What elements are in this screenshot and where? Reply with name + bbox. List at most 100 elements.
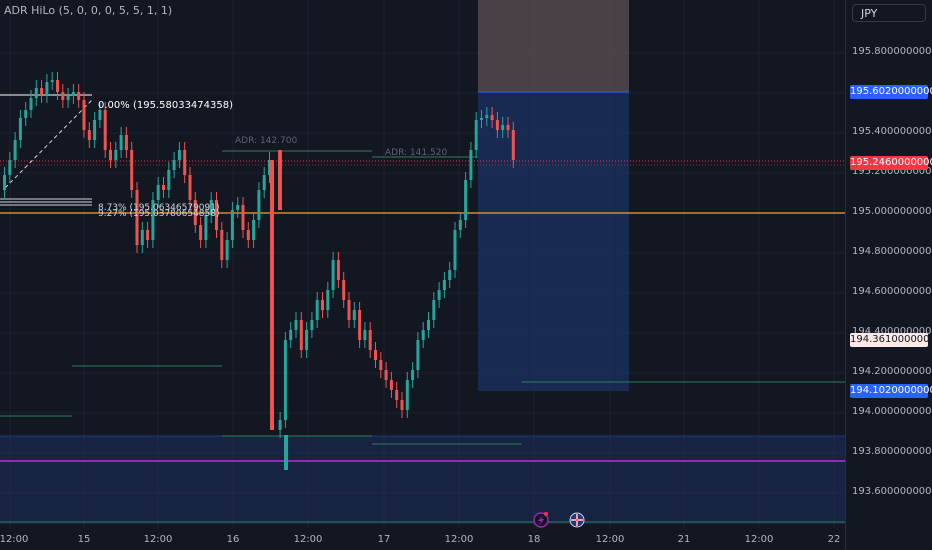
time-label: 12:00 [0, 534, 29, 545]
candle-body [183, 150, 187, 175]
candle-body [331, 260, 335, 290]
candle-body [363, 330, 367, 340]
candle-body [40, 88, 44, 95]
candlestick-series [3, 72, 515, 470]
candle-body [56, 80, 59, 92]
candle-body [421, 330, 425, 340]
candle-body [236, 205, 240, 210]
price-tick: 194.80000000000 [852, 246, 932, 257]
candle-body [400, 400, 404, 410]
position-target-zone[interactable] [478, 0, 629, 92]
candle-body [8, 160, 12, 175]
price-tick: 194.20000000000 [852, 366, 932, 377]
candle-body [209, 200, 213, 215]
candle-body [13, 140, 17, 160]
candle-body [162, 185, 165, 190]
candle-body [374, 350, 377, 360]
candle-body [268, 160, 271, 175]
candle-body [82, 100, 86, 130]
candle-body [87, 130, 91, 140]
price-tick: 195.00000000000 [852, 206, 932, 217]
price-tick: 195.80000000000 [852, 46, 932, 57]
time-label: 22 [827, 534, 841, 545]
candle-body [379, 360, 383, 370]
price-axis[interactable] [845, 0, 932, 550]
candle-body [193, 200, 197, 225]
candle-body [506, 125, 510, 130]
candle-body [442, 280, 446, 290]
candle-body [257, 190, 261, 220]
candle-body [432, 300, 436, 320]
candle-body [342, 280, 346, 300]
candle-body [321, 300, 324, 310]
candle-body [93, 120, 97, 140]
candle-body [50, 80, 54, 82]
candle-body [294, 320, 298, 330]
candle-body [336, 260, 340, 280]
price-tick: 193.60000000000 [852, 486, 932, 497]
candle-body [326, 290, 330, 310]
candle-body [140, 230, 144, 245]
candle-body [495, 120, 499, 130]
candle-body [3, 175, 6, 190]
candle-body [474, 120, 478, 150]
indicator-title[interactable]: ADR HiLo (5, 0, 0, 0, 5, 5, 1, 1) [4, 4, 173, 17]
candle-body [204, 215, 208, 240]
candle-body [114, 150, 118, 160]
candle-body [151, 200, 155, 240]
candle-body [405, 380, 409, 410]
price-tick: 193.80000000000 [852, 446, 932, 457]
candle-body [241, 205, 245, 230]
fib-a-label: 8.73% (195.06346579091) [98, 203, 220, 213]
candle-body [103, 110, 107, 150]
candle-body [384, 370, 388, 380]
candle-body [485, 115, 489, 118]
candle-body [220, 230, 224, 260]
candle-body [77, 92, 81, 100]
candle-body [315, 300, 319, 320]
candle-body [130, 150, 134, 190]
candle-body [66, 96, 70, 100]
price-tick: 195.20000000000 [852, 166, 932, 177]
candle-body [252, 220, 256, 240]
adr-label-2: ADR: 141.520 [385, 148, 447, 158]
uk-flag-event-icon[interactable] [569, 512, 585, 528]
currency-selector[interactable]: JPY [852, 4, 926, 22]
lightning-event-icon[interactable] [533, 512, 549, 528]
candle-body [98, 110, 102, 120]
candle-body [448, 270, 452, 280]
candle-body [18, 118, 22, 140]
candle-body [34, 88, 38, 98]
candle-body [289, 330, 293, 340]
candle-body [177, 150, 181, 160]
candle-body [278, 420, 282, 430]
candle-body [270, 160, 274, 430]
price-chart[interactable]: 0.00% (195.58033474358) 8.73% (195.06346… [0, 0, 845, 550]
candle-body [416, 340, 420, 370]
current-price-label: 195.24600000000 [850, 156, 932, 170]
fib-top-label: 0.00% (195.58033474358) [98, 100, 233, 111]
candle-body [167, 170, 171, 190]
candle-body [24, 110, 28, 118]
candle-body [45, 82, 49, 95]
candle-body [71, 92, 75, 96]
candle-body [230, 210, 234, 240]
candle-body [29, 98, 33, 110]
candle-body [124, 135, 128, 150]
fib-b-label: 9.27% (195.03780654858) [98, 209, 220, 219]
candle-body [172, 160, 176, 170]
candle-body [109, 150, 112, 160]
position-stop-zone[interactable] [478, 92, 629, 391]
price-tick: 194.00000000000 [852, 406, 932, 417]
candle-body [490, 115, 494, 120]
candle-body [283, 340, 287, 420]
candle-body [352, 310, 356, 320]
candle-body [347, 300, 351, 320]
adr-label-1: ADR: 142.700 [235, 136, 297, 146]
candle-body [262, 175, 266, 190]
candle-body [278, 150, 282, 210]
candle-body [395, 390, 399, 400]
candle-body [156, 185, 160, 200]
candle-body [215, 200, 218, 230]
candle-body [427, 320, 430, 330]
